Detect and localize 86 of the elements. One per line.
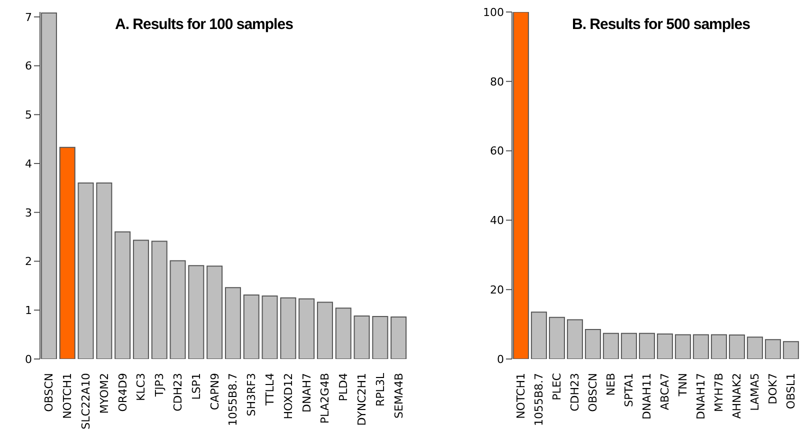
bar <box>746 336 763 359</box>
x-tick-label: DNAH17 <box>694 373 708 420</box>
x-tick-label: MYH7B <box>712 373 726 412</box>
x-tick-label: NOTCH1 <box>514 373 528 419</box>
bar <box>114 231 131 359</box>
y-tick-label: 20 <box>490 284 504 297</box>
bar <box>674 334 691 359</box>
x-tick-label: DOK7 <box>766 373 780 404</box>
x-tick-label: SH3RF3 <box>245 373 258 416</box>
bar <box>78 182 94 359</box>
x-tick-label: CAPN9 <box>208 373 222 410</box>
x-tick-label: AHNAK2 <box>730 373 744 419</box>
x-tick-label: KLC3 <box>134 373 148 402</box>
y-tick-label: 6 <box>25 60 32 73</box>
bar <box>584 329 601 359</box>
bar <box>298 298 315 359</box>
x-tick-label: PLD4 <box>337 373 350 402</box>
y-tick-label: 1 <box>25 304 32 318</box>
x-tick-label: PLEC <box>550 372 564 400</box>
chart-title: B. Results for 500 samples <box>572 16 750 33</box>
bar <box>656 334 673 359</box>
x-tick-label: DNAH11 <box>640 373 654 420</box>
bar <box>262 295 278 359</box>
bar <box>170 260 186 359</box>
y-tick-label: 5 <box>25 108 32 122</box>
bar <box>620 332 637 359</box>
x-tick-label: TJP3 <box>153 373 166 398</box>
bar <box>692 334 709 359</box>
y-tick-label: 7 <box>25 10 32 24</box>
bar <box>224 287 241 359</box>
x-tick-label: LAMA5 <box>748 373 762 411</box>
x-tick-label: TNN <box>676 373 690 398</box>
y-tick-label: 3 <box>25 206 32 220</box>
bar <box>188 265 204 359</box>
y-tick-label: 40 <box>490 214 504 228</box>
x-tick-label: SLC22A10 <box>80 373 92 429</box>
x-tick-label: OBSCN <box>586 373 600 412</box>
y-tick-label: 0 <box>25 352 32 366</box>
bar <box>316 302 333 359</box>
chart-title: A. Results for 100 samples <box>115 16 293 33</box>
x-tick-label: SPTA1 <box>622 373 636 408</box>
y-tick-label: 60 <box>490 144 504 158</box>
bar <box>764 339 781 359</box>
bar <box>782 341 799 359</box>
bar <box>566 319 583 359</box>
bar <box>59 146 76 359</box>
x-tick-label: HOXD12 <box>282 373 295 420</box>
bar <box>372 316 388 359</box>
y-tick-label: 4 <box>25 157 32 170</box>
x-tick-label: OR4D9 <box>116 373 130 412</box>
x-tick-label: OBSL1 <box>784 373 798 410</box>
x-tick-label: LSP1 <box>190 373 203 400</box>
y-tick-label: 2 <box>25 255 32 268</box>
x-tick-label: ABCA7 <box>658 373 672 410</box>
bar <box>151 240 168 359</box>
x-tick-label: NEB <box>604 373 618 396</box>
bar <box>602 332 619 359</box>
x-tick-label: DNAH7 <box>300 373 314 412</box>
x-tick-label: CDH23 <box>172 373 184 412</box>
y-tick-label: 80 <box>490 75 504 88</box>
x-tick-label: NOTCH1 <box>61 373 74 419</box>
bar <box>530 312 547 359</box>
bar <box>548 316 565 359</box>
x-tick-label: OBSCN <box>42 373 56 412</box>
y-tick-label: 100 <box>483 6 504 19</box>
bar <box>390 316 407 359</box>
x-tick-label: RPL3L <box>374 372 387 407</box>
bar <box>638 332 655 359</box>
x-tick-label: CDH23 <box>568 373 582 412</box>
bar <box>280 297 296 359</box>
bar <box>728 334 745 359</box>
bar <box>206 266 223 359</box>
x-tick-label: DYNC2H1 <box>356 373 368 426</box>
x-tick-label: TTLL4 <box>264 373 276 407</box>
bar <box>132 240 149 359</box>
bar <box>710 334 727 359</box>
bar <box>243 294 260 359</box>
bar <box>335 308 352 359</box>
x-tick-label: SEMA4B <box>392 373 406 418</box>
bar <box>354 315 370 359</box>
x-tick-label: 1055B8.7 <box>532 373 546 426</box>
x-tick-label: PLA2G4B <box>318 373 332 424</box>
x-tick-label: 1055B8.7 <box>226 373 240 426</box>
y-tick-label: 0 <box>497 352 504 366</box>
x-tick-label: MYOM2 <box>98 373 111 414</box>
bar <box>96 182 112 359</box>
